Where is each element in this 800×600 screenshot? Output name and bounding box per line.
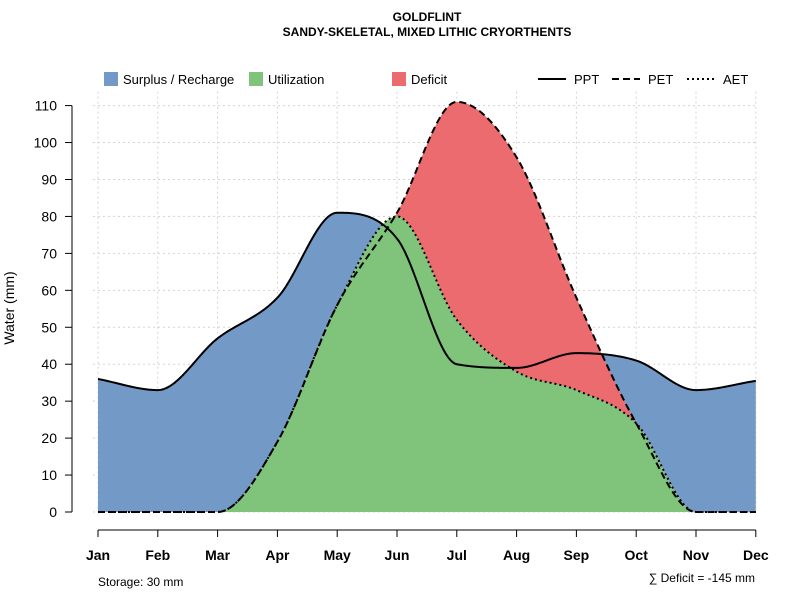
x-tick-label: Jan: [86, 547, 110, 563]
y-tick-label: 100: [34, 135, 58, 151]
deficit-note: ∑ Deficit = -145 mm: [649, 571, 755, 585]
legend: Surplus / Recharge Utilization Deficit P…: [104, 72, 748, 87]
x-tick-label: Feb: [145, 547, 170, 563]
y-tick-label: 70: [41, 245, 57, 261]
storage-note: Storage: 30 mm: [98, 575, 183, 589]
x-tick-label: Nov: [683, 547, 710, 563]
chart-title: GOLDFLINT: [393, 10, 462, 24]
x-tick-label: May: [324, 547, 351, 563]
x-tick-label: Mar: [205, 547, 230, 563]
chart-subtitle: SANDY-SKELETAL, MIXED LITHIC CRYORTHENTS: [283, 25, 572, 39]
ppt-line: [97, 211, 756, 392]
y-tick-label: 110: [35, 98, 58, 114]
surplus-area: [509, 353, 756, 512]
legend-surplus-swatch: [104, 72, 118, 86]
deficit-area: [394, 101, 637, 424]
x-tick-label: Jun: [385, 547, 410, 563]
x-tick-label: Aug: [503, 547, 530, 563]
y-tick-label: 90: [41, 171, 57, 187]
x-tick-label: Apr: [265, 547, 290, 563]
legend-aet-label: AET: [723, 72, 748, 87]
legend-utilization-label: Utilization: [268, 72, 324, 87]
legend-deficit-swatch: [392, 72, 406, 86]
surplus-area: [98, 212, 384, 513]
y-tick-label: 50: [41, 319, 57, 335]
x-tick-label: Jul: [447, 547, 467, 563]
y-tick-label: 20: [41, 430, 57, 446]
legend-pet-label: PET: [648, 72, 673, 87]
y-tick-label: 60: [41, 282, 57, 298]
legend-deficit-label: Deficit: [411, 72, 448, 87]
legend-surplus-label: Surplus / Recharge: [123, 72, 234, 87]
y-axis-label: Water (mm): [1, 271, 17, 344]
legend-ppt-label: PPT: [574, 72, 599, 87]
y-tick-label: 80: [41, 208, 57, 224]
y-tick-label: 10: [41, 467, 57, 483]
y-tick-label: 40: [41, 356, 57, 372]
x-tick-label: Dec: [743, 547, 769, 563]
x-tick-label: Oct: [625, 547, 649, 563]
x-tick-label: Sep: [564, 547, 590, 563]
y-tick-label: 30: [41, 393, 57, 409]
y-tick-label: 0: [49, 504, 57, 520]
legend-utilization-swatch: [249, 72, 263, 86]
